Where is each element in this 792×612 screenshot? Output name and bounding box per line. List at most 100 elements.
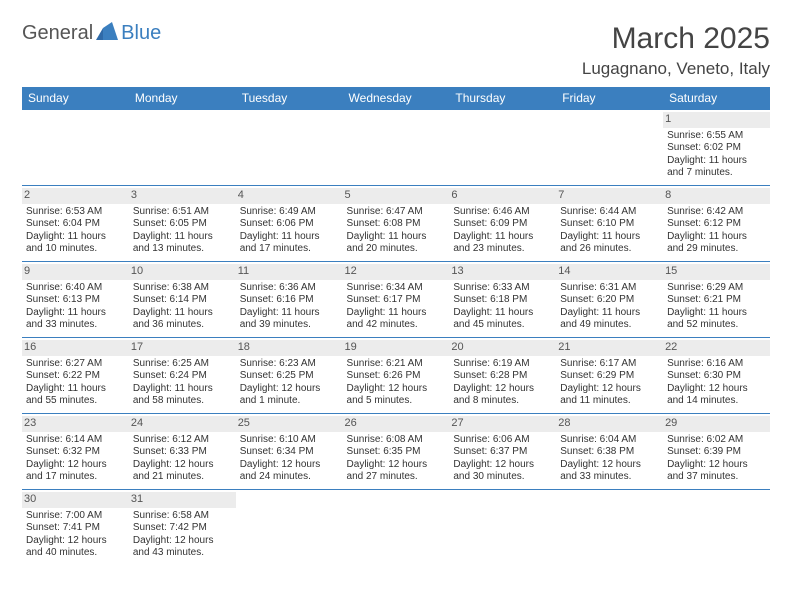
location: Lugagnano, Veneto, Italy — [582, 59, 770, 79]
weekday-header-row: Sunday Monday Tuesday Wednesday Thursday… — [22, 87, 770, 110]
daylight-text: Daylight: 12 hours and 1 minute. — [240, 383, 339, 408]
sunrise-text: Sunrise: 6:44 AM — [560, 206, 659, 219]
sunrise-text: Sunrise: 6:06 AM — [453, 434, 552, 447]
day-cell: 4Sunrise: 6:49 AMSunset: 6:06 PMDaylight… — [236, 186, 343, 262]
day-cell: 23Sunrise: 6:14 AMSunset: 6:32 PMDayligh… — [22, 414, 129, 490]
sunrise-text: Sunrise: 6:27 AM — [26, 358, 125, 371]
sunrise-text: Sunrise: 6:31 AM — [560, 282, 659, 295]
sunrise-text: Sunrise: 6:14 AM — [26, 434, 125, 447]
day-number: 23 — [22, 416, 129, 432]
daylight-text: Daylight: 11 hours and 7 minutes. — [667, 155, 766, 180]
sunrise-text: Sunrise: 6:36 AM — [240, 282, 339, 295]
day-cell: 6Sunrise: 6:46 AMSunset: 6:09 PMDaylight… — [449, 186, 556, 262]
day-cell: 10Sunrise: 6:38 AMSunset: 6:14 PMDayligh… — [129, 262, 236, 338]
day-cell: 17Sunrise: 6:25 AMSunset: 6:24 PMDayligh… — [129, 338, 236, 414]
week-row: 23 Sunrise: 6:14 AMSunset: 6:32 PM Dayligh… — [22, 414, 770, 490]
sunset-text: Sunset: 6:12 PM — [667, 218, 766, 231]
day-number: 20 — [449, 340, 556, 356]
daylight-text: Daylight: 12 hours and 11 minutes. — [560, 383, 659, 408]
week-row: 2Sunrise: 6:53 AMSunset: 6:04 PMDaylight… — [22, 186, 770, 262]
day-cell — [343, 490, 450, 566]
sunset-text: Sunset: 6:17 PM — [347, 294, 446, 307]
day-cell — [449, 490, 556, 566]
sunset-text: Sunset: 6:14 PM — [133, 294, 232, 307]
day-cell: 13Sunrise: 6:33 AMSunset: 6:18 PMDayligh… — [449, 262, 556, 338]
sunset-text: Sunset: 6:39 PM — [667, 446, 766, 459]
day-cell: 29Sunrise: 6:02 AMSunset: 6:39 PMDayligh… — [663, 414, 770, 490]
day-number: 27 — [449, 416, 556, 432]
sunrise-text: Sunrise: 6:19 AM — [453, 358, 552, 371]
sunrise-text: Sunrise: 6:10 AM — [240, 434, 339, 447]
day-cell: 30Sunrise: 7:00 AMSunset: 7:41 PMDayligh… — [22, 490, 129, 566]
day-cell: 5Sunrise: 6:47 AMSunset: 6:08 PMDaylight… — [343, 186, 450, 262]
day-number: 24 — [129, 416, 236, 432]
day-number: 17 — [129, 340, 236, 356]
day-cell: 9Sunrise: 6:40 AMSunset: 6:13 PMDaylight… — [22, 262, 129, 338]
daylight-text: Daylight: 11 hours and 39 minutes. — [240, 307, 339, 332]
sunset-text: Sunset: 6:34 PM — [240, 446, 339, 459]
day-number: 19 — [343, 340, 450, 356]
sunset-text: Sunset: 6:24 PM — [133, 370, 232, 383]
dow-thursday: Thursday — [449, 87, 556, 110]
daylight-text: Daylight: 11 hours and 29 minutes. — [667, 231, 766, 256]
day-cell — [449, 110, 556, 186]
day-number: 25 — [236, 416, 343, 432]
sunset-text: Sunset: 7:42 PM — [133, 522, 232, 535]
day-cell: 19Sunrise: 6:21 AMSunset: 6:26 PMDayligh… — [343, 338, 450, 414]
day-cell: 14Sunrise: 6:31 AMSunset: 6:20 PMDayligh… — [556, 262, 663, 338]
day-number: 15 — [663, 264, 770, 280]
sunset-text: Sunset: 6:05 PM — [133, 218, 232, 231]
sunrise-text: Sunrise: 6:04 AM — [560, 434, 659, 447]
sunrise-text: Sunrise: 6:08 AM — [347, 434, 446, 447]
day-number: 11 — [236, 264, 343, 280]
day-cell: 20Sunrise: 6:19 AMSunset: 6:28 PMDayligh… — [449, 338, 556, 414]
sunrise-text: Sunrise: 7:00 AM — [26, 510, 125, 523]
sunset-text: Sunset: 7:41 PM — [26, 522, 125, 535]
day-cell: 21Sunrise: 6:17 AMSunset: 6:29 PMDayligh… — [556, 338, 663, 414]
day-number: 14 — [556, 264, 663, 280]
day-cell — [556, 490, 663, 566]
sunset-text: Sunset: 6:10 PM — [560, 218, 659, 231]
sunset-text: Sunset: 6:38 PM — [560, 446, 659, 459]
daylight-text: Daylight: 11 hours and 52 minutes. — [667, 307, 766, 332]
daylight-text: Daylight: 11 hours and 23 minutes. — [453, 231, 552, 256]
day-cell — [663, 490, 770, 566]
sunset-text: Sunset: 6:35 PM — [347, 446, 446, 459]
day-number: 13 — [449, 264, 556, 280]
sunrise-text: Sunrise: 6:58 AM — [133, 510, 232, 523]
day-cell — [129, 110, 236, 186]
daylight-text: Daylight: 11 hours and 33 minutes. — [26, 307, 125, 332]
daylight-text: Daylight: 12 hours and 8 minutes. — [453, 383, 552, 408]
brand-logo: General Blue — [22, 22, 161, 45]
sunset-text: Sunset: 6:32 PM — [26, 446, 125, 459]
day-cell: 2Sunrise: 6:53 AMSunset: 6:04 PMDaylight… — [22, 186, 129, 262]
sunset-text: Sunset: 6:21 PM — [667, 294, 766, 307]
calendar-table: Sunday Monday Tuesday Wednesday Thursday… — [22, 87, 770, 566]
sunset-text: Sunset: 6:09 PM — [453, 218, 552, 231]
sunrise-text: Sunrise: 6:17 AM — [560, 358, 659, 371]
sunrise-text: Sunrise: 6:40 AM — [26, 282, 125, 295]
brand-mark-icon — [96, 22, 118, 45]
day-cell: 3Sunrise: 6:51 AMSunset: 6:05 PMDaylight… — [129, 186, 236, 262]
dow-sunday: Sunday — [22, 87, 129, 110]
week-row: 9Sunrise: 6:40 AMSunset: 6:13 PMDaylight… — [22, 262, 770, 338]
daylight-text: Daylight: 12 hours and 37 minutes. — [667, 459, 766, 484]
day-number: 6 — [449, 188, 556, 204]
daylight-text: Daylight: 12 hours and 14 minutes. — [667, 383, 766, 408]
day-number: 21 — [556, 340, 663, 356]
day-number: 8 — [663, 188, 770, 204]
daylight-text: Daylight: 11 hours and 20 minutes. — [347, 231, 446, 256]
daylight-text: Daylight: 12 hours and 33 minutes. — [560, 459, 659, 484]
sunrise-text: Sunrise: 6:38 AM — [133, 282, 232, 295]
week-row: 1Sunrise: 6:55 AMSunset: 6:02 PMDaylight… — [22, 110, 770, 186]
sunset-text: Sunset: 6:20 PM — [560, 294, 659, 307]
sunrise-text: Sunrise: 6:51 AM — [133, 206, 232, 219]
day-cell — [22, 110, 129, 186]
sunset-text: Sunset: 6:04 PM — [26, 218, 125, 231]
dow-wednesday: Wednesday — [343, 87, 450, 110]
day-cell: 24Sunrise: 6:12 AMSunset: 6:33 PMDayligh… — [129, 414, 236, 490]
sunrise-text: Sunrise: 6:02 AM — [667, 434, 766, 447]
sunrise-text: Sunrise: 6:49 AM — [240, 206, 339, 219]
day-cell: 26Sunrise: 6:08 AMSunset: 6:35 PMDayligh… — [343, 414, 450, 490]
day-cell — [556, 110, 663, 186]
